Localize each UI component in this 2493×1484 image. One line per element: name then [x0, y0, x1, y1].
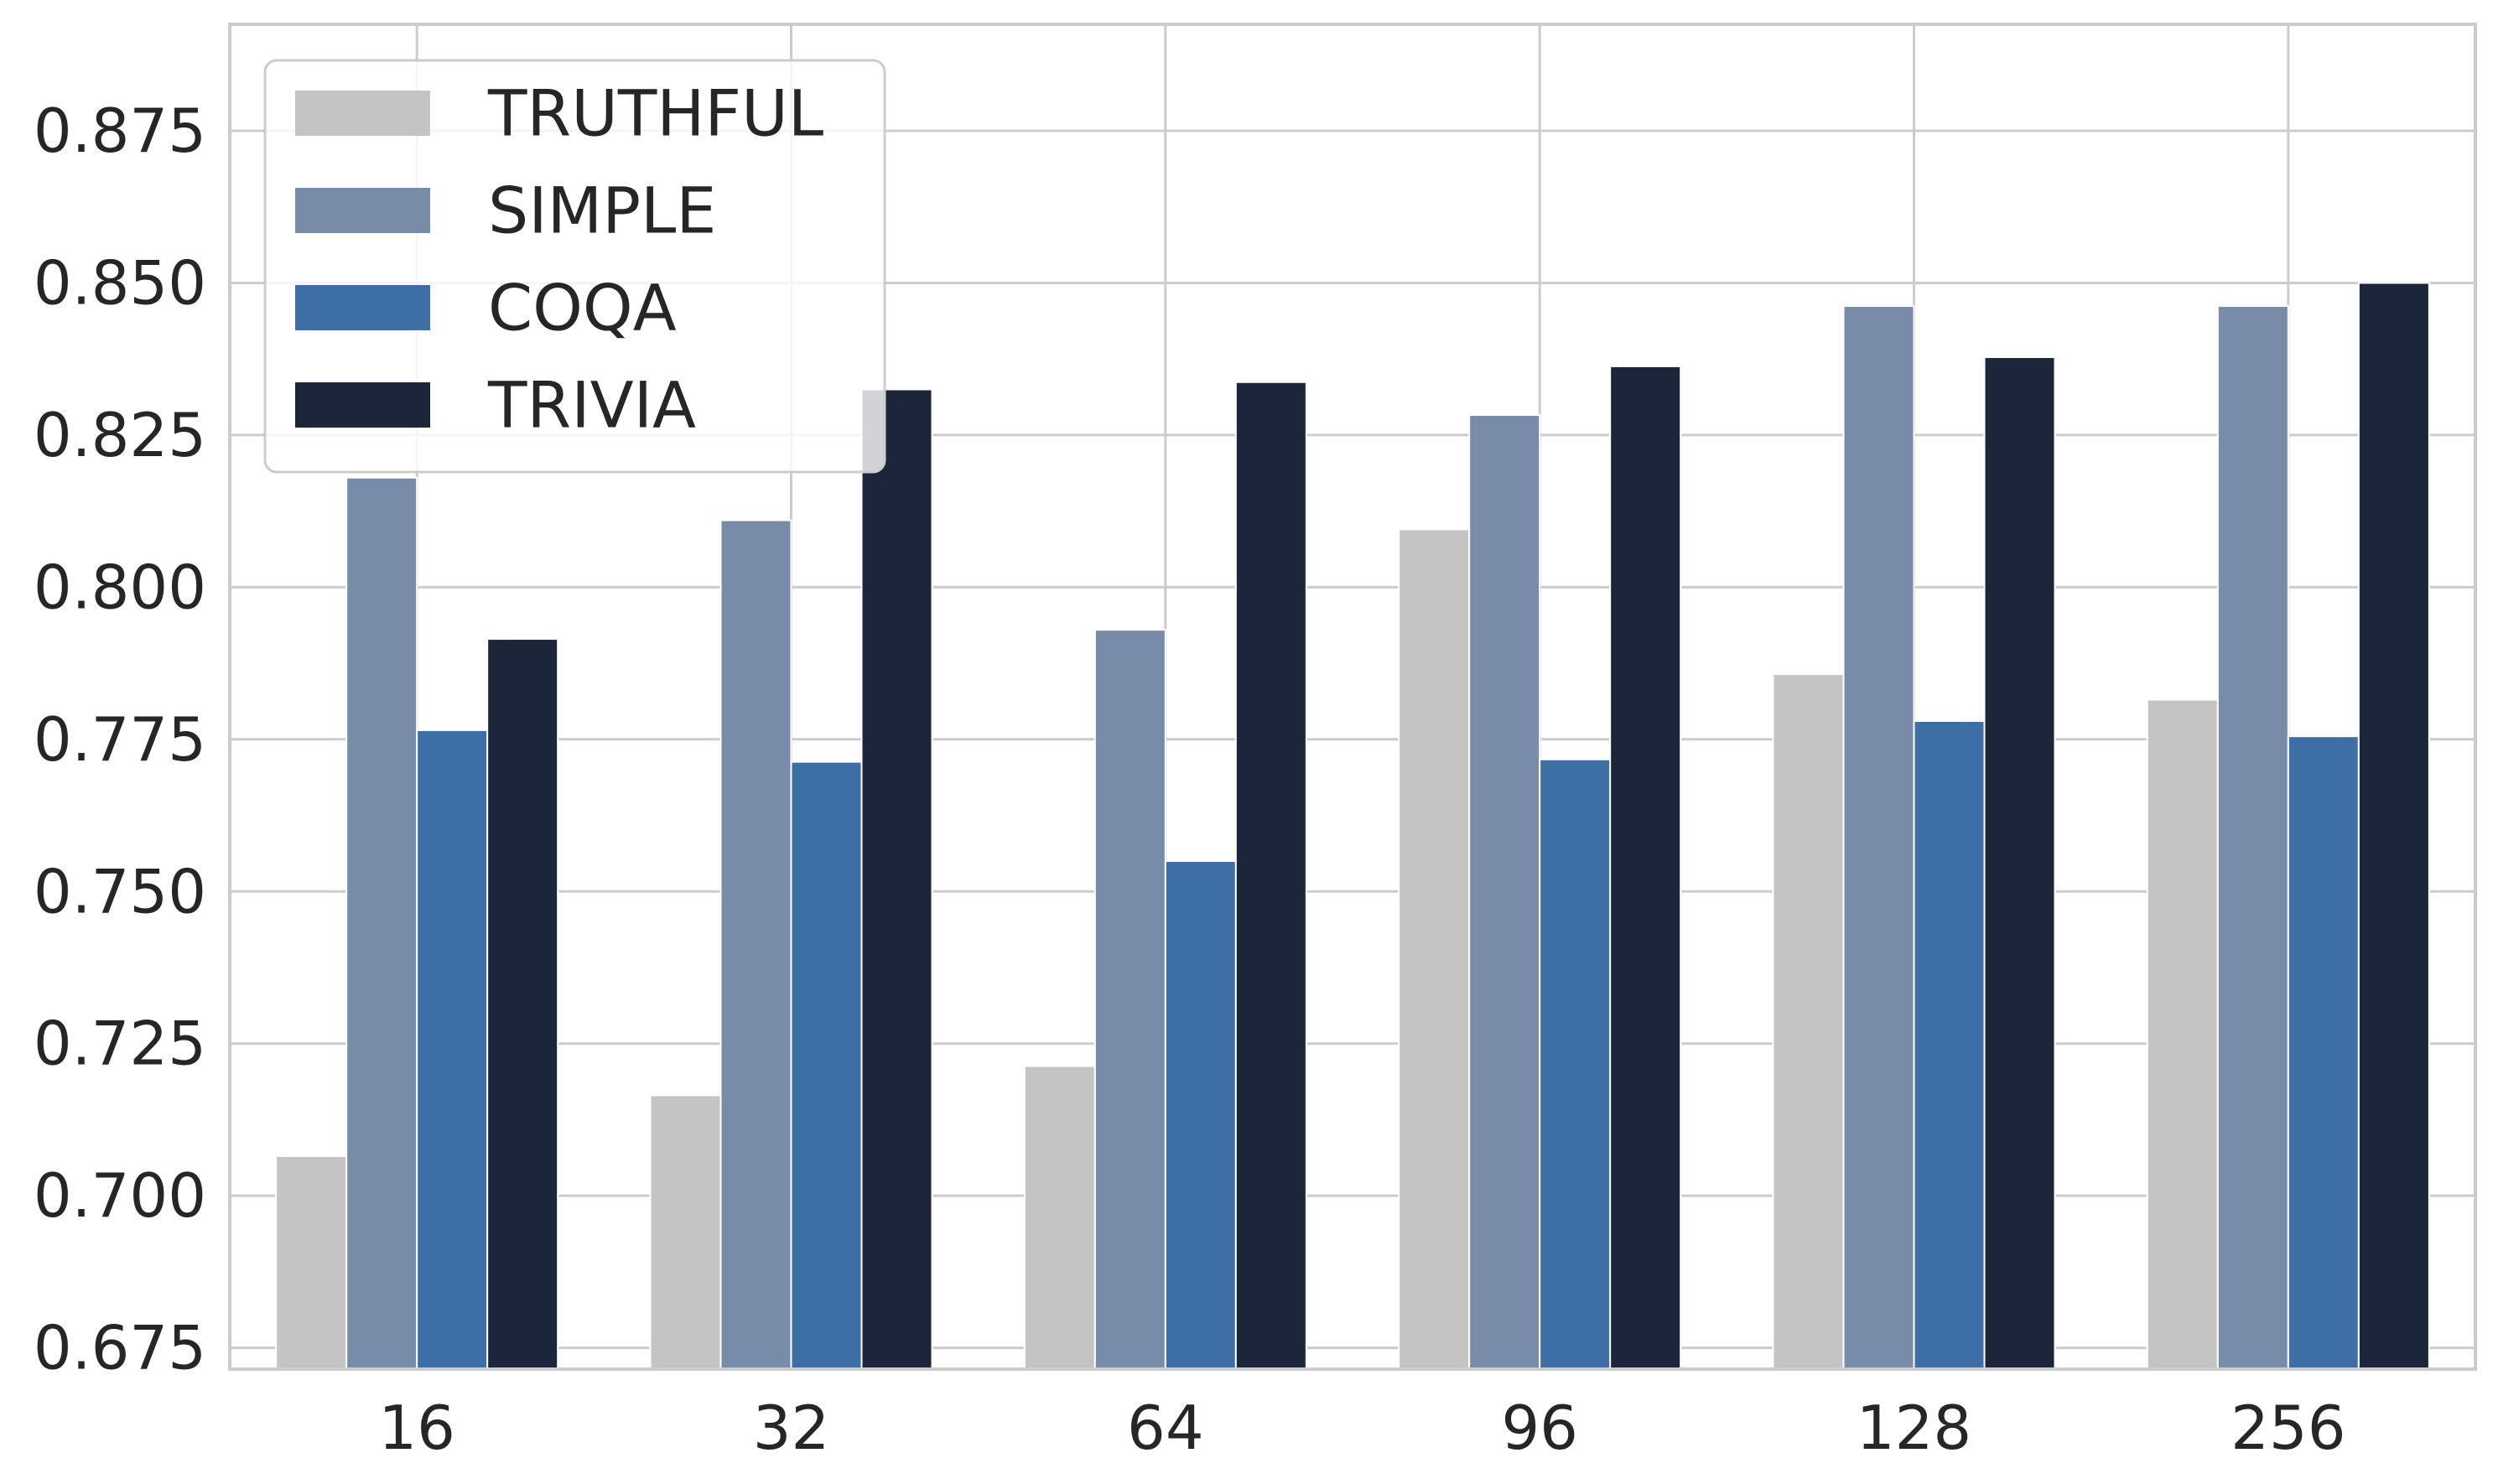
x-tick-label: 128 [1857, 1393, 1971, 1463]
bar-simple-64 [1093, 629, 1166, 1370]
legend-swatch-simple [295, 188, 430, 233]
bar-trivia-128 [1983, 356, 2056, 1370]
bar-coqa-32 [790, 760, 863, 1370]
bar-simple-96 [1468, 413, 1541, 1370]
bar-truthful-64 [1023, 1065, 1096, 1370]
bar-truthful-256 [2146, 698, 2219, 1370]
y-tick-label: 0.800 [34, 552, 206, 622]
x-tick-label: 96 [1501, 1393, 1578, 1463]
y-tick-label: 0.750 [34, 856, 206, 926]
bar-simple-128 [1842, 305, 1915, 1370]
bar-truthful-128 [1772, 673, 1845, 1370]
bars-layer [275, 282, 2430, 1371]
legend-swatch-truthful [295, 91, 430, 136]
bar-trivia-64 [1234, 381, 1307, 1370]
x-tick-label: 64 [1127, 1393, 1204, 1463]
bar-truthful-16 [275, 1155, 348, 1371]
legend-frame [263, 59, 886, 474]
bar-coqa-16 [416, 729, 489, 1370]
bar-truthful-96 [1398, 528, 1471, 1370]
legend-label-truthful: TRUTHFUL [487, 76, 823, 151]
x-tick-label: 32 [753, 1393, 830, 1463]
bar-coqa-128 [1913, 720, 1986, 1370]
legend-label-simple: SIMPLE [488, 174, 716, 248]
bar-simple-256 [2216, 305, 2289, 1370]
y-tick-label: 0.875 [34, 96, 206, 166]
bar-simple-16 [345, 476, 418, 1370]
bar-coqa-256 [2287, 735, 2360, 1370]
plot-frame [228, 23, 2477, 1371]
legend-label-trivia: TRIVIA [487, 368, 696, 443]
legend: TRUTHFUL SIMPLE COQA TRIVIA [263, 59, 886, 474]
y-tick-label: 0.725 [34, 1009, 206, 1079]
legend-swatch-coqa [295, 285, 430, 330]
y-axis-ticks: 0.675 0.700 0.725 0.750 0.775 0.800 0.825 0.850… [34, 96, 206, 1383]
bar-trivia-32 [860, 388, 933, 1371]
bar-trivia-96 [1609, 365, 1682, 1370]
legend-items: TRUTHFUL SIMPLE COQA TRIVIA [295, 76, 823, 443]
y-tick-label: 0.700 [34, 1160, 206, 1231]
y-tick-label: 0.825 [34, 400, 206, 470]
bar-coqa-96 [1539, 758, 1612, 1370]
y-tick-label: 0.850 [34, 247, 206, 318]
bar-trivia-16 [486, 638, 559, 1370]
bar-truthful-32 [649, 1094, 722, 1370]
x-tick-label: 16 [378, 1393, 455, 1463]
bar-coqa-64 [1164, 859, 1237, 1370]
x-axis-ticks: 16 32 64 96 128 256 [378, 1393, 2345, 1463]
bar-simple-32 [719, 519, 792, 1370]
y-tick-label: 0.675 [34, 1313, 206, 1383]
y-tick-label: 0.775 [34, 704, 206, 775]
bar-trivia-256 [2357, 282, 2430, 1370]
legend-swatch-trivia [295, 382, 430, 428]
x-tick-label: 256 [2231, 1393, 2345, 1463]
legend-label-coqa: COQA [488, 271, 677, 345]
